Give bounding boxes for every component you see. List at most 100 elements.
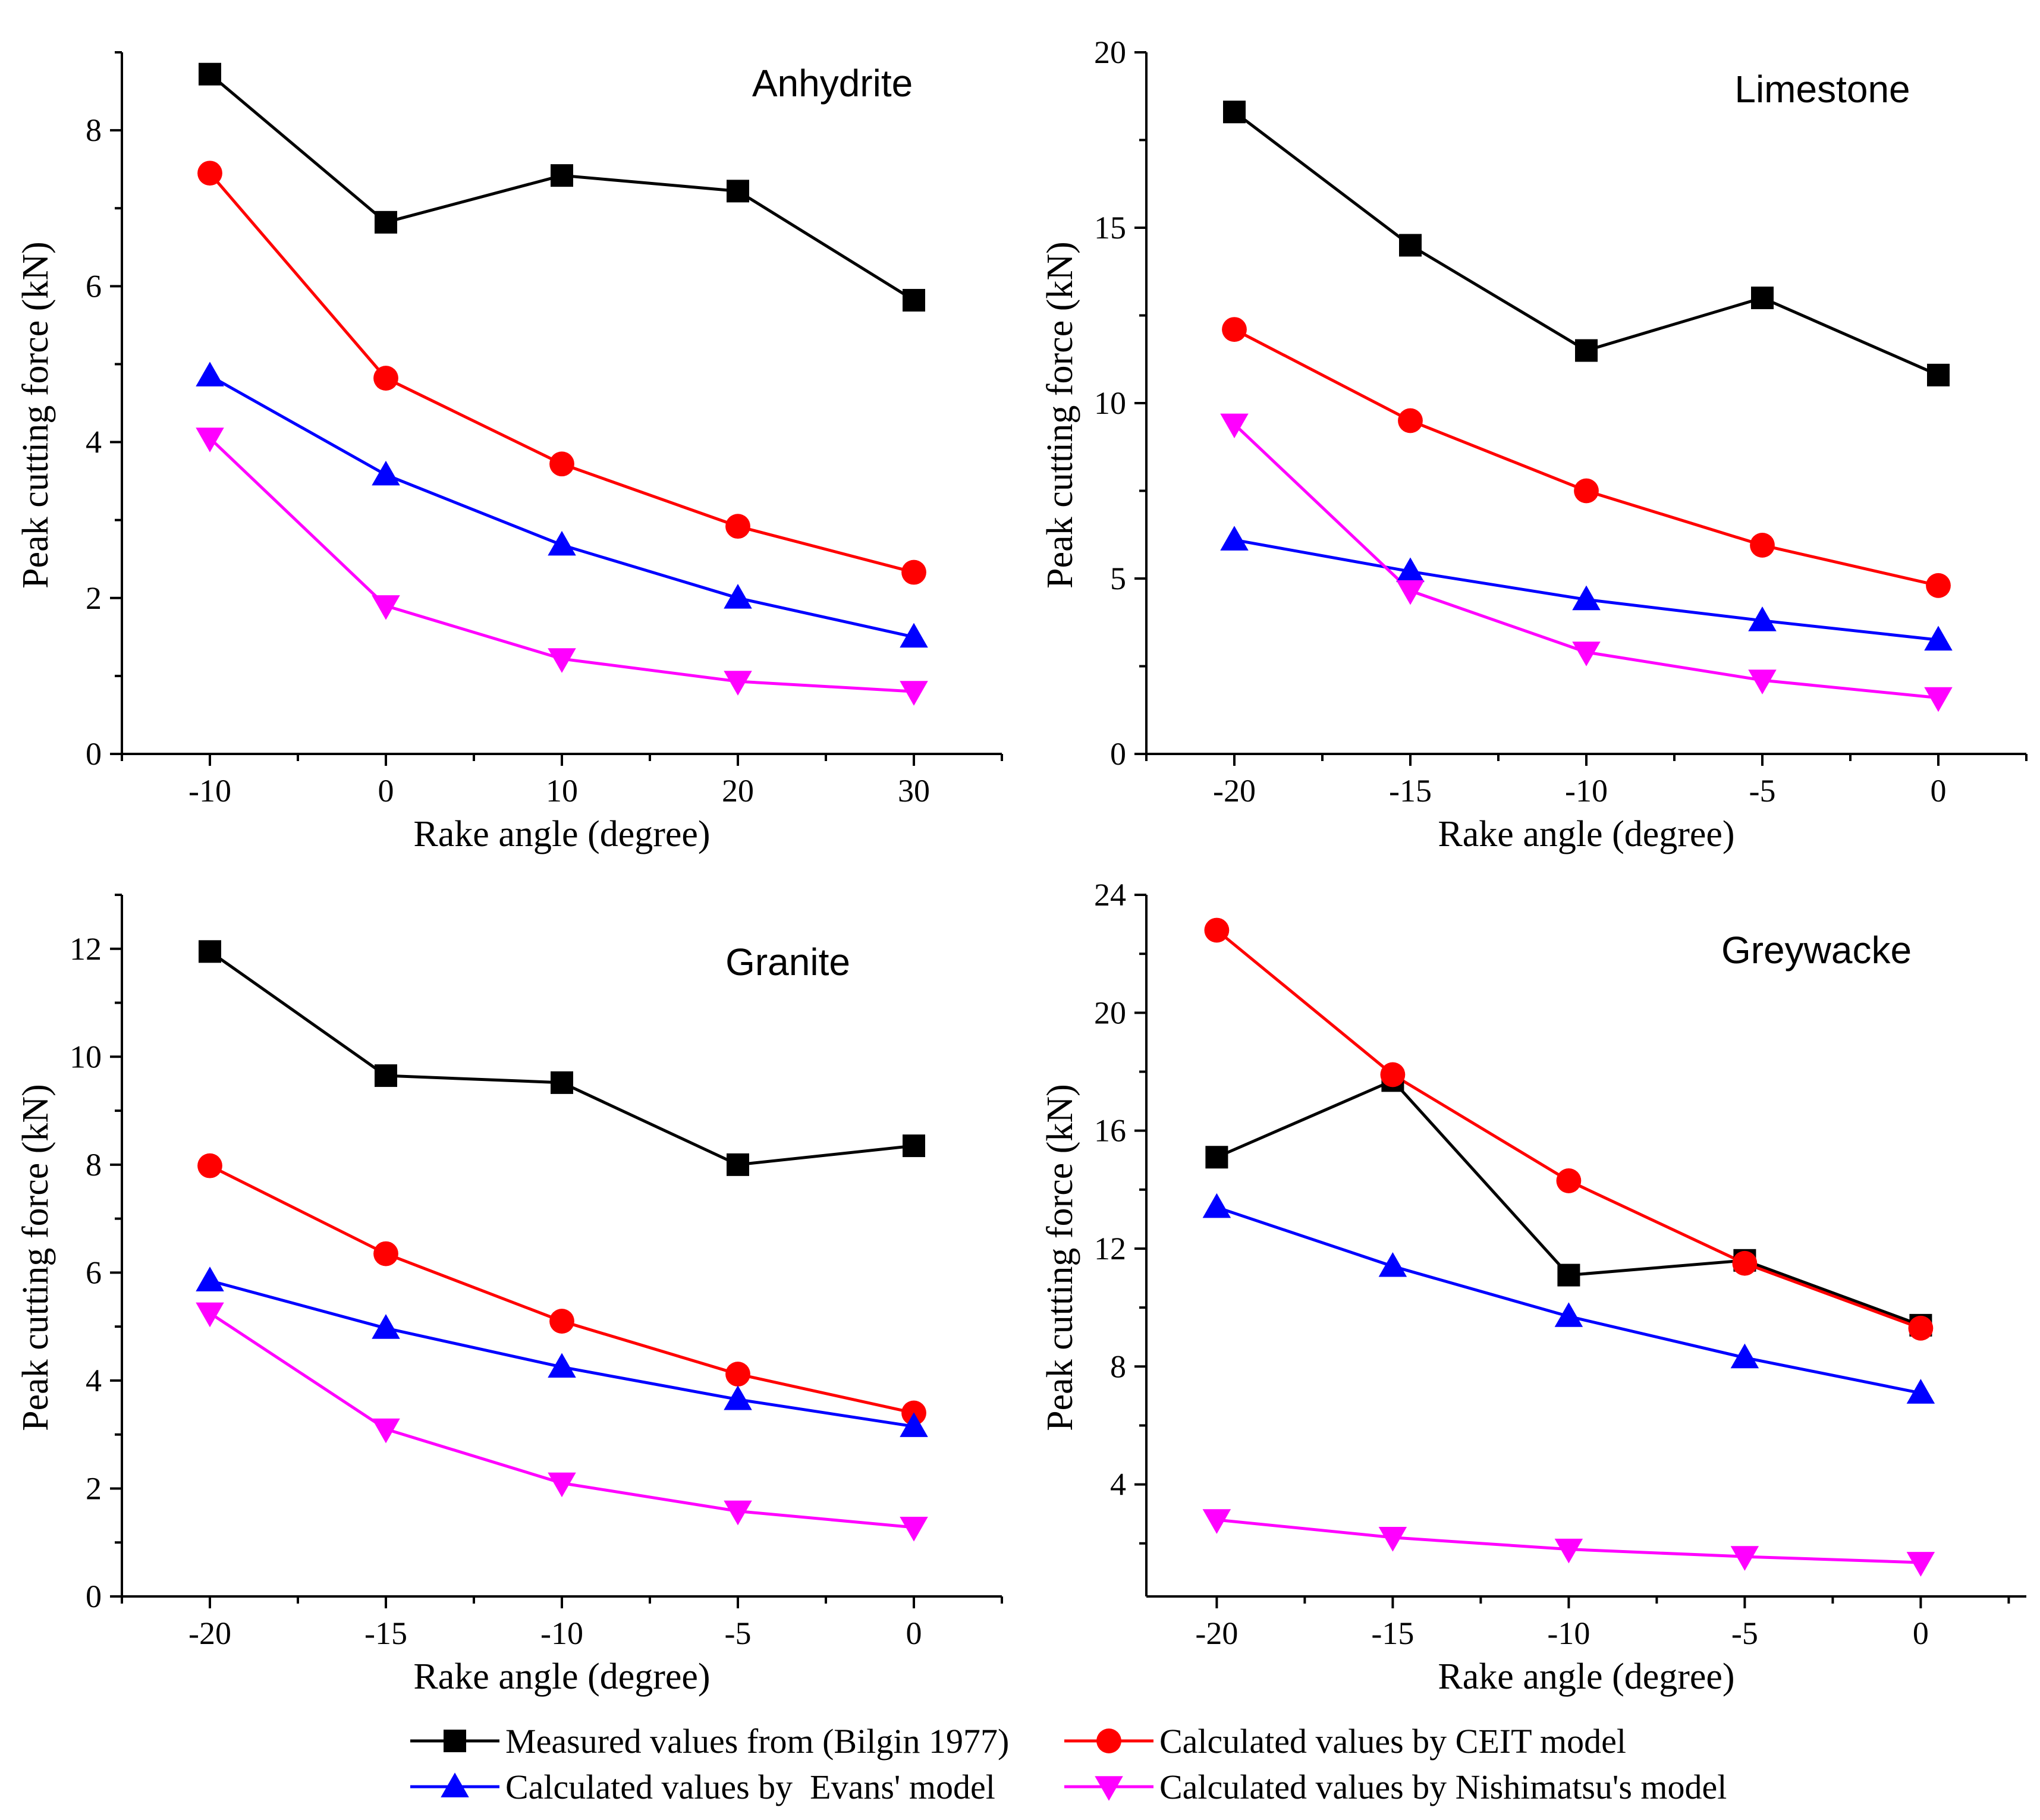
data-point bbox=[197, 161, 222, 186]
y-tick-label: 2 bbox=[86, 1470, 102, 1506]
x-tick-label: -10 bbox=[1547, 1615, 1590, 1651]
x-axis-title: Rake angle (degree) bbox=[1438, 1656, 1734, 1697]
data-point bbox=[548, 1353, 576, 1378]
panel-title: Greywacke bbox=[1721, 929, 1912, 972]
data-point bbox=[900, 623, 928, 648]
y-tick-label: 20 bbox=[1094, 34, 1126, 70]
panel-granite: -20 -15 -10 -5 0 0 2 4 6 8 10 12 Rake angle (degree)… bbox=[15, 894, 1003, 1697]
data-point bbox=[724, 671, 752, 696]
x-tick-label: -5 bbox=[725, 1615, 752, 1651]
legend-marker bbox=[1095, 1776, 1123, 1801]
data-point bbox=[1732, 1250, 1758, 1276]
y-tick-label: 6 bbox=[86, 1255, 102, 1290]
data-point bbox=[1398, 408, 1423, 433]
y-axis-title: Peak cutting force (kN) bbox=[15, 241, 56, 589]
data-point bbox=[551, 1071, 573, 1094]
data-point bbox=[1730, 1343, 1759, 1369]
y-tick-label: 4 bbox=[1110, 1467, 1126, 1502]
x-axis-title: Rake angle (degree) bbox=[413, 814, 710, 854]
x-tick-label: -10 bbox=[188, 773, 231, 809]
data-point bbox=[1924, 687, 1953, 712]
x-tick-label: 0 bbox=[906, 1615, 922, 1651]
data-point bbox=[1396, 580, 1425, 605]
legend-entry: Calculated values by Evans' model bbox=[410, 1768, 995, 1806]
data-point bbox=[1202, 1193, 1231, 1218]
data-point bbox=[1220, 413, 1249, 439]
x-tick-label: -20 bbox=[188, 1615, 231, 1651]
data-point bbox=[1572, 585, 1601, 611]
data-point bbox=[551, 164, 573, 187]
y-axis-title: Peak cutting force (kN) bbox=[15, 1084, 56, 1431]
data-point bbox=[1554, 1538, 1583, 1564]
x-tick-label: 0 bbox=[1913, 1615, 1929, 1651]
data-point bbox=[1926, 573, 1951, 598]
data-point bbox=[199, 62, 221, 86]
data-point bbox=[1220, 526, 1249, 551]
data-point bbox=[196, 1302, 224, 1328]
y-tick-label: 0 bbox=[86, 736, 102, 772]
data-point bbox=[901, 559, 926, 585]
data-point bbox=[727, 1153, 749, 1176]
data-point bbox=[548, 648, 576, 673]
data-point bbox=[900, 1517, 928, 1542]
data-point bbox=[1396, 557, 1425, 583]
data-point bbox=[196, 1266, 224, 1291]
legend-label: Calculated values by Nishimatsu's model bbox=[1159, 1768, 1727, 1806]
data-point bbox=[1204, 917, 1230, 943]
y-tick-label: 20 bbox=[1094, 995, 1126, 1030]
legend-marker bbox=[441, 1772, 469, 1797]
data-point bbox=[1554, 1302, 1583, 1327]
series-line-1 bbox=[209, 73, 915, 302]
data-point bbox=[1574, 478, 1599, 504]
data-point bbox=[1557, 1263, 1580, 1287]
data-point bbox=[1908, 1315, 1934, 1341]
data-point bbox=[548, 530, 576, 556]
y-axis-title: Peak cutting force (kN) bbox=[1040, 241, 1080, 589]
panel-limestone: -20 -15 -10 -5 0 0 5 10 15 20 Rake angle (degree) P… bbox=[1040, 34, 2028, 854]
data-point bbox=[373, 366, 398, 391]
x-tick-label: -5 bbox=[1731, 1615, 1758, 1651]
legend-label: Calculated values by CEIT model bbox=[1159, 1722, 1626, 1761]
data-point bbox=[372, 595, 400, 620]
data-point bbox=[372, 1314, 400, 1339]
data-point bbox=[724, 1385, 752, 1410]
data-point bbox=[900, 1412, 928, 1437]
legend-label: Calculated values by Evans' model bbox=[505, 1768, 995, 1806]
legend: Measured values from (Bilgin 1977) Calcul… bbox=[410, 1722, 1727, 1806]
data-point bbox=[1572, 642, 1601, 667]
x-tick-label: 0 bbox=[378, 773, 394, 809]
data-point bbox=[549, 1309, 574, 1334]
data-point bbox=[1399, 234, 1422, 257]
data-point bbox=[548, 1472, 576, 1498]
data-point bbox=[372, 460, 400, 486]
data-point bbox=[1575, 339, 1598, 362]
y-tick-label: 2 bbox=[86, 580, 102, 616]
y-tick-label: 4 bbox=[86, 1363, 102, 1398]
y-tick-label: 15 bbox=[1094, 210, 1126, 246]
data-point bbox=[903, 288, 925, 312]
y-axis-title: Peak cutting force (kN) bbox=[1040, 1084, 1080, 1431]
legend-entry: Calculated values by CEIT model bbox=[1064, 1722, 1626, 1761]
data-point bbox=[903, 1134, 925, 1158]
data-point bbox=[1222, 317, 1247, 342]
y-tick-label: 8 bbox=[86, 112, 102, 148]
data-point bbox=[1205, 1146, 1228, 1169]
y-tick-label: 0 bbox=[1110, 736, 1126, 772]
data-point bbox=[1906, 1379, 1935, 1404]
y-tick-label: 8 bbox=[1110, 1349, 1126, 1384]
x-tick-label: -15 bbox=[1371, 1615, 1414, 1651]
panel-title: Limestone bbox=[1734, 68, 1910, 111]
series-line-1 bbox=[1233, 111, 1940, 377]
x-tick-label: 20 bbox=[722, 773, 754, 809]
data-point bbox=[1223, 100, 1246, 124]
panel-greywacke: -20 -15 -10 -5 0 4 8 12 16 20 24 Rake angle (degree… bbox=[1040, 877, 2026, 1697]
series-line-2 bbox=[1233, 328, 1939, 587]
data-point bbox=[197, 1153, 222, 1178]
x-tick-label: -10 bbox=[1565, 773, 1608, 809]
data-point bbox=[1556, 1168, 1582, 1193]
panel-title: Granite bbox=[725, 941, 850, 983]
data-point bbox=[1750, 533, 1775, 558]
y-tick-label: 4 bbox=[86, 425, 102, 460]
panel-anhydrite: -10 0 10 20 30 0 2 4 6 8 Rake angle (degree) Peak c… bbox=[15, 51, 1003, 854]
data-point bbox=[1202, 1509, 1231, 1534]
